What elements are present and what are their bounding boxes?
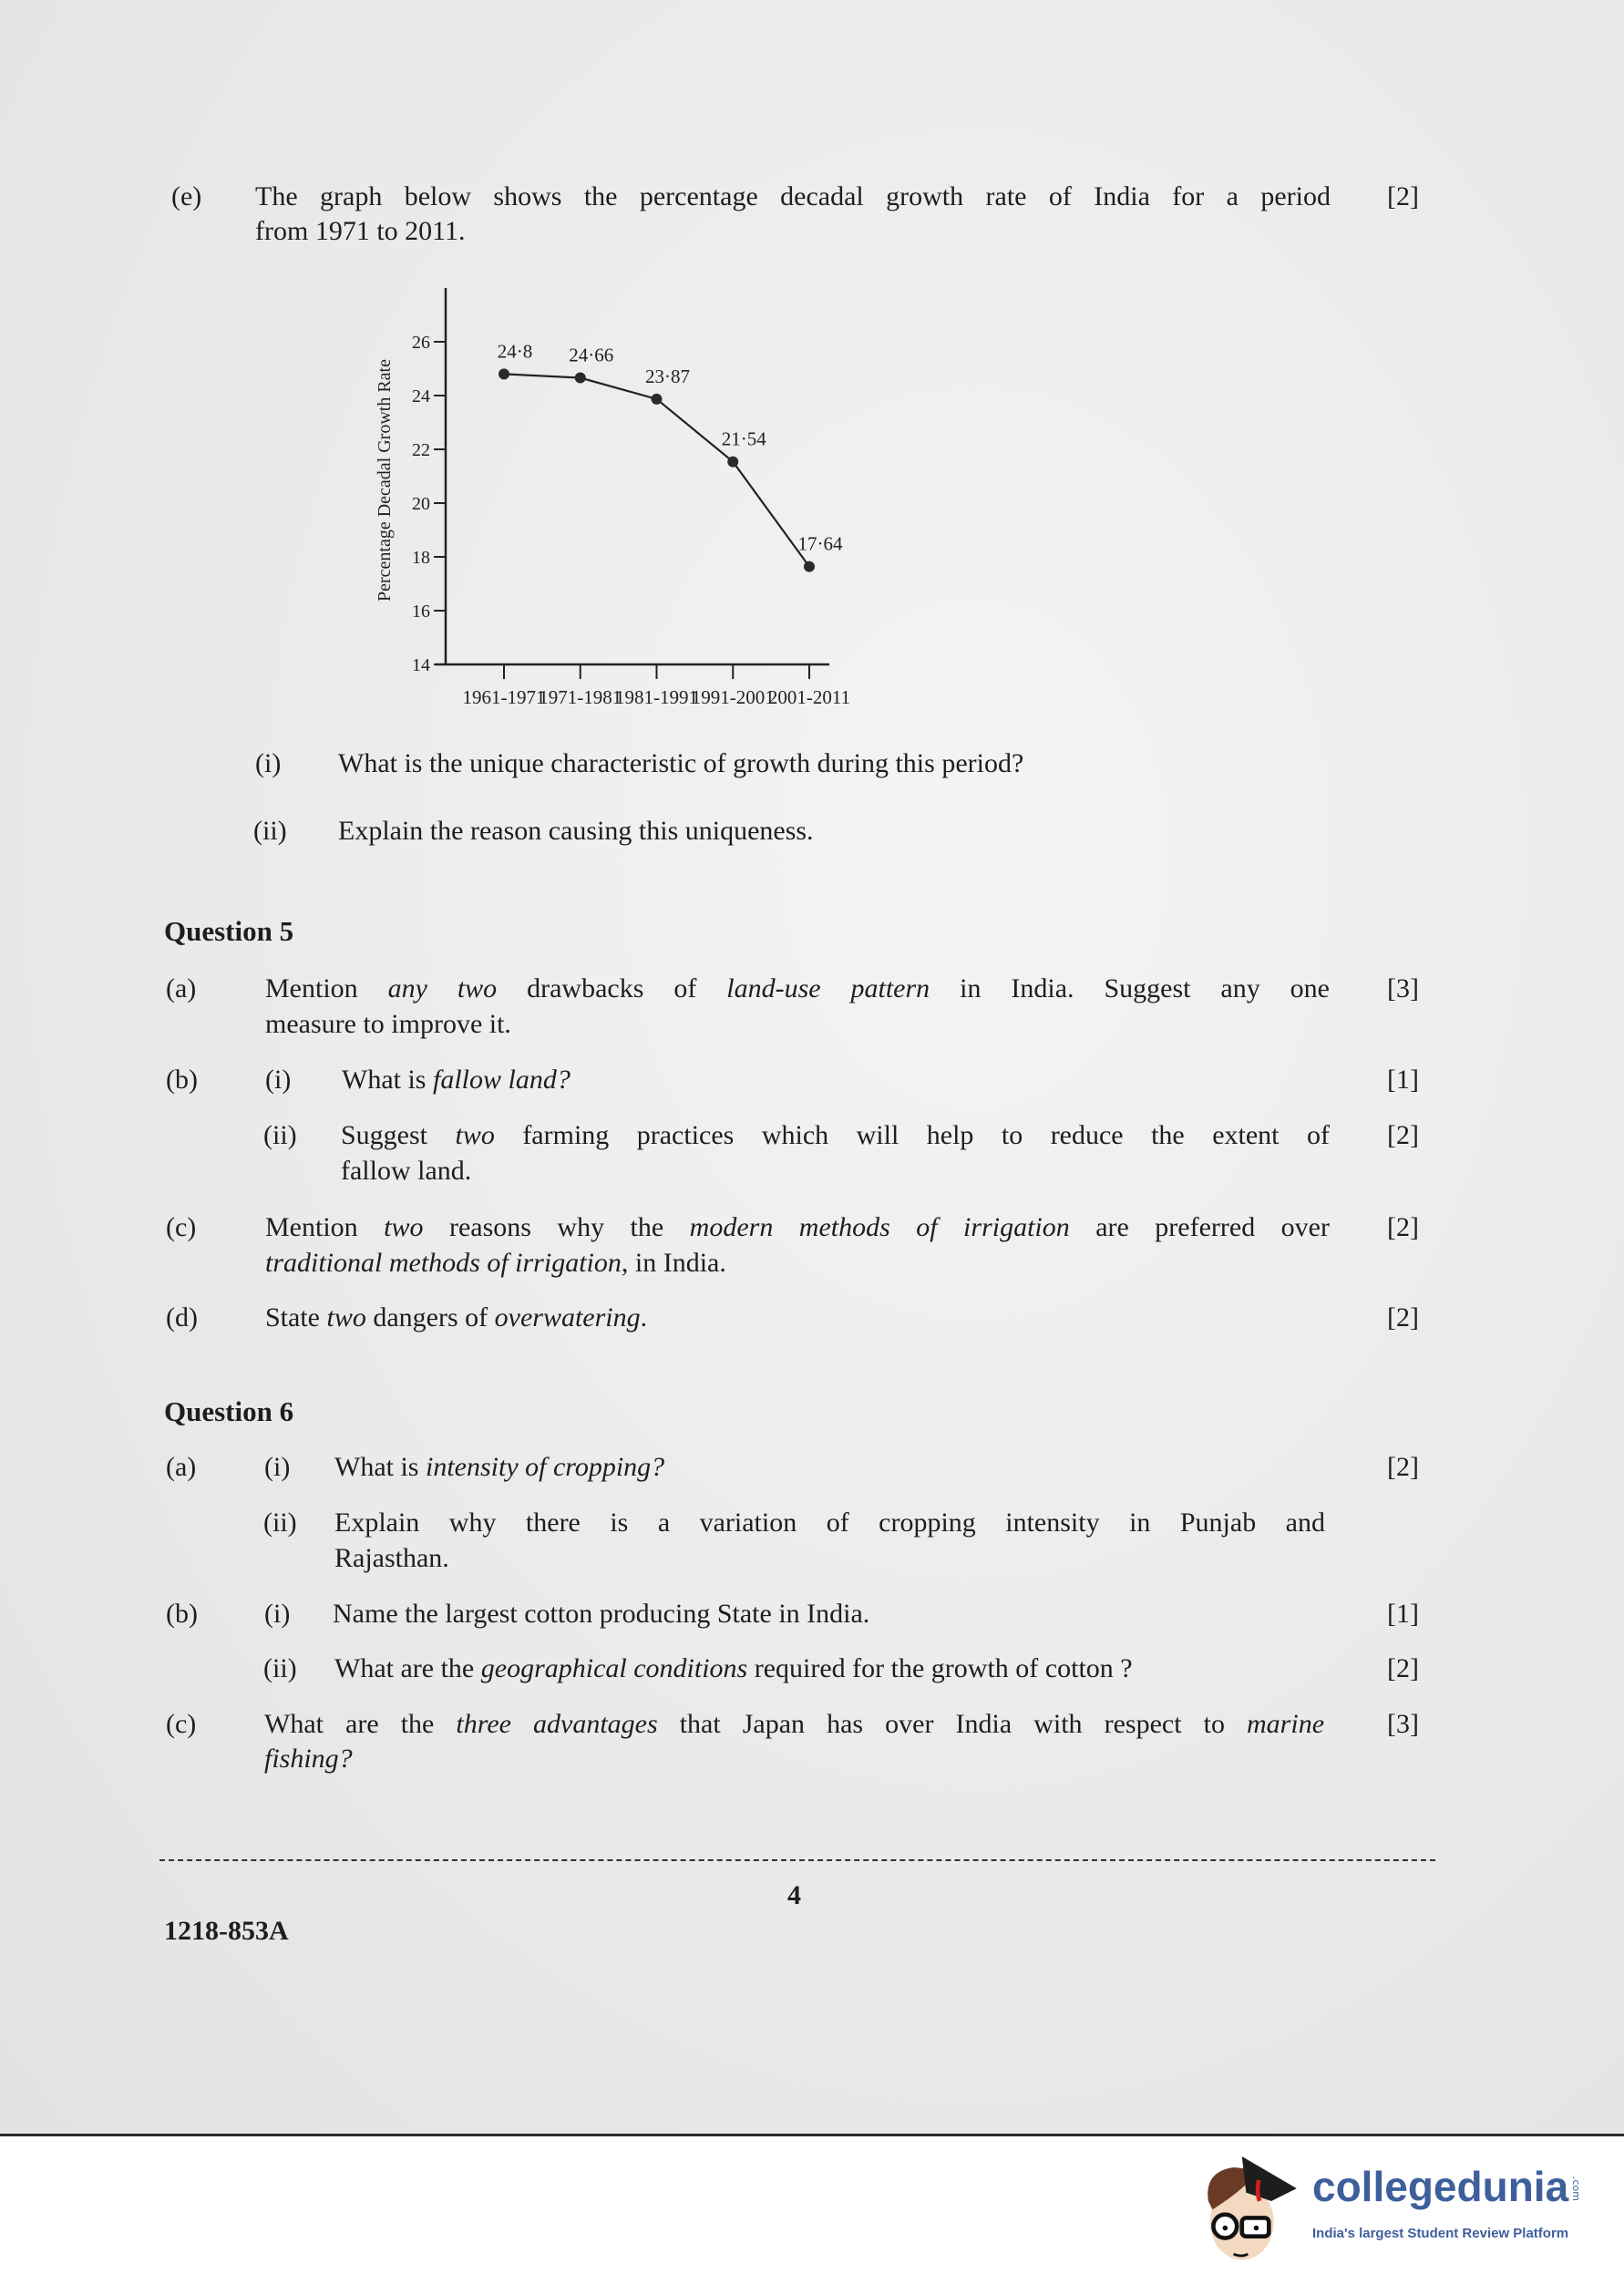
subitem-label: (ii) [263,1507,297,1538]
item-label: (d) [166,1302,198,1333]
subitem-label: (ii) [263,1120,297,1150]
item-label: (b) [166,1065,198,1095]
question-text: What are the geographical conditions req… [334,1653,1133,1683]
y-tick-label: 22 [412,440,430,460]
question-text: from 1971 to 2011. [255,216,466,246]
question-text: State two dangers of overwatering. [265,1302,648,1333]
data-label: 24·66 [569,345,613,366]
item-label: (c) [166,1709,197,1739]
item-label: (b) [166,1599,198,1629]
y-tick-label: 18 [412,548,430,568]
data-point [651,393,663,405]
data-label: 23·87 [645,365,690,387]
brand-tagline: India's largest Student Review Platform [1312,2226,1569,2241]
question-text: Name the largest cotton producing State … [333,1599,870,1629]
marks: [2] [1387,181,1419,211]
growth-rate-chart: Percentage Decadal Growth Rate 14 16 18 20 2… [375,288,850,708]
question-text: Rajasthan. [334,1543,449,1573]
subitem-label: (ii) [263,1653,297,1683]
mascot-icon [1208,2156,1297,2260]
item-label: (e) [171,181,202,211]
question-text: measure to improve it. [265,1009,511,1039]
y-tick-label: 20 [412,494,430,514]
question-text: Explain why there is a variation of crop… [334,1507,1325,1538]
question-heading: Question 5 [164,915,294,947]
x-tick-label: 2001-2011 [768,686,850,708]
marks: [2] [1387,1452,1419,1482]
question-text: Explain the reason causing this uniquene… [338,816,814,846]
page-number: 4 [787,1880,801,1910]
data-point [499,368,509,380]
page-edge [0,2134,1624,2136]
marks: [2] [1387,1212,1419,1242]
question-text: fallow land. [341,1156,472,1186]
marks: [2] [1387,1653,1419,1683]
x-tick-label: 1971-1981 [539,686,622,708]
item-label: (a) [166,1452,197,1482]
marks: [3] [1387,1709,1419,1739]
subitem-label: (i) [264,1452,291,1482]
y-tick-label: 14 [412,655,430,675]
question-text: fishing? [264,1744,353,1774]
marks: [2] [1387,1120,1419,1150]
question-text: What are the three advantages that Japan… [264,1709,1325,1739]
question-text: Mention any two drawbacks of land-use pa… [265,973,1330,1003]
marks: [1] [1387,1065,1419,1095]
question-heading: Question 6 [164,1395,294,1427]
question-text: Suggest two farming practices which will… [341,1120,1330,1150]
paper-code: 1218-853A [164,1916,289,1946]
question-text: The graph below shows the percentage dec… [255,181,1331,211]
question-text: What is the unique characteristic of gro… [338,748,1024,778]
brand-suffix: .com [1570,2176,1583,2201]
item-label: (c) [166,1212,197,1242]
subitem-label: (ii) [253,816,287,846]
data-label: 17·64 [798,533,843,555]
question-text: What is fallow land? [342,1065,570,1095]
subitem-label: (i) [265,1065,292,1095]
question-text: What is intensity of cropping? [334,1452,665,1482]
y-tick-label: 26 [412,333,430,353]
data-label: 24·8 [498,340,533,362]
marks: [3] [1387,973,1419,1003]
y-axis-label: Percentage Decadal Growth Rate [375,359,395,602]
y-tick-label: 16 [412,602,430,622]
subitem-label: (i) [264,1599,291,1629]
marks: [2] [1387,1302,1419,1333]
question-text: traditional methods of irrigation, in In… [265,1248,726,1278]
data-label: 21·54 [722,428,766,450]
x-tick-label: 1961-1971 [463,686,546,708]
item-label: (a) [166,973,197,1003]
marks: [1] [1387,1599,1419,1629]
brand-name: collegedunia [1312,2163,1569,2210]
logo-footer: collegedunia .com India's largest Studen… [0,2136,1624,2274]
subitem-label: (i) [255,748,282,778]
y-tick-label: 24 [412,386,430,406]
data-point [727,456,739,468]
x-tick-label: 1991-2001 [692,686,775,708]
x-tick-label: 1981-1991 [615,686,698,708]
exam-page: (e) The graph below shows the percentage… [0,0,1624,2135]
question-text: Mention two reasons why the modern metho… [265,1212,1330,1242]
data-point [574,372,586,384]
divider [159,1859,1435,1861]
data-point [804,561,815,572]
